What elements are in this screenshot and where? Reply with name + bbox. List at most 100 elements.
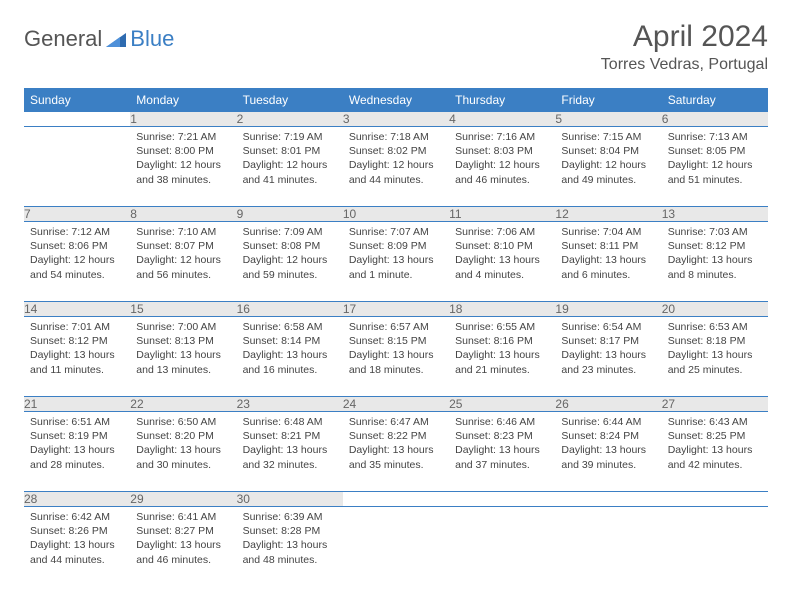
day-cell-body: Sunrise: 7:10 AMSunset: 8:07 PMDaylight:… <box>130 222 236 288</box>
sunset-line: Sunset: 8:06 PM <box>30 239 124 253</box>
sunrise-line: Sunrise: 7:07 AM <box>349 225 443 239</box>
day-cell-body: Sunrise: 6:55 AMSunset: 8:16 PMDaylight:… <box>449 317 555 383</box>
day-number: 21 <box>24 397 130 412</box>
day-number: 19 <box>555 302 661 317</box>
sunset-line: Sunset: 8:07 PM <box>136 239 230 253</box>
sunset-line: Sunset: 8:28 PM <box>243 524 337 538</box>
sunset-line: Sunset: 8:19 PM <box>30 429 124 443</box>
sunrise-line: Sunrise: 7:04 AM <box>561 225 655 239</box>
sunrise-line: Sunrise: 7:21 AM <box>136 130 230 144</box>
sunrise-line: Sunrise: 6:39 AM <box>243 510 337 524</box>
sunrise-line: Sunrise: 6:58 AM <box>243 320 337 334</box>
sunset-line: Sunset: 8:22 PM <box>349 429 443 443</box>
day-cell-body: Sunrise: 6:51 AMSunset: 8:19 PMDaylight:… <box>24 412 130 478</box>
sunset-line: Sunset: 8:23 PM <box>455 429 549 443</box>
day-cell <box>24 127 130 207</box>
daylight-line: Daylight: 12 hours and 51 minutes. <box>668 158 762 186</box>
day-number: 18 <box>449 302 555 317</box>
daylight-line: Daylight: 13 hours and 30 minutes. <box>136 443 230 471</box>
day-cell-body: Sunrise: 7:00 AMSunset: 8:13 PMDaylight:… <box>130 317 236 383</box>
day-cell-body: Sunrise: 6:41 AMSunset: 8:27 PMDaylight:… <box>130 507 236 573</box>
daylight-line: Daylight: 13 hours and 16 minutes. <box>243 348 337 376</box>
daylight-line: Daylight: 13 hours and 4 minutes. <box>455 253 549 281</box>
day-cell-body: Sunrise: 6:47 AMSunset: 8:22 PMDaylight:… <box>343 412 449 478</box>
day-cell: Sunrise: 6:51 AMSunset: 8:19 PMDaylight:… <box>24 412 130 492</box>
day-number: 4 <box>449 112 555 127</box>
day-cell: Sunrise: 7:09 AMSunset: 8:08 PMDaylight:… <box>237 222 343 302</box>
sunset-line: Sunset: 8:08 PM <box>243 239 337 253</box>
day-cell: Sunrise: 7:04 AMSunset: 8:11 PMDaylight:… <box>555 222 661 302</box>
sunrise-line: Sunrise: 7:18 AM <box>349 130 443 144</box>
daylight-line: Daylight: 12 hours and 44 minutes. <box>349 158 443 186</box>
day-number: 28 <box>24 492 130 507</box>
day-cell: Sunrise: 6:50 AMSunset: 8:20 PMDaylight:… <box>130 412 236 492</box>
day-cell-body: Sunrise: 7:12 AMSunset: 8:06 PMDaylight:… <box>24 222 130 288</box>
daylight-line: Daylight: 13 hours and 44 minutes. <box>30 538 124 566</box>
day-cell-body: Sunrise: 7:01 AMSunset: 8:12 PMDaylight:… <box>24 317 130 383</box>
sunrise-line: Sunrise: 7:10 AM <box>136 225 230 239</box>
daylight-line: Daylight: 12 hours and 46 minutes. <box>455 158 549 186</box>
sunrise-line: Sunrise: 7:13 AM <box>668 130 762 144</box>
daylight-line: Daylight: 13 hours and 18 minutes. <box>349 348 443 376</box>
daynum-row: 78910111213 <box>24 207 768 222</box>
daylight-line: Daylight: 13 hours and 6 minutes. <box>561 253 655 281</box>
day-cell: Sunrise: 7:13 AMSunset: 8:05 PMDaylight:… <box>662 127 768 207</box>
sunrise-line: Sunrise: 6:44 AM <box>561 415 655 429</box>
day-number: 2 <box>237 112 343 127</box>
day-cell: Sunrise: 6:57 AMSunset: 8:15 PMDaylight:… <box>343 317 449 397</box>
day-cell: Sunrise: 6:44 AMSunset: 8:24 PMDaylight:… <box>555 412 661 492</box>
day-cell: Sunrise: 7:15 AMSunset: 8:04 PMDaylight:… <box>555 127 661 207</box>
day-cell: Sunrise: 6:43 AMSunset: 8:25 PMDaylight:… <box>662 412 768 492</box>
sunset-line: Sunset: 8:20 PM <box>136 429 230 443</box>
day-cell-body: Sunrise: 7:15 AMSunset: 8:04 PMDaylight:… <box>555 127 661 193</box>
day-cell: Sunrise: 6:46 AMSunset: 8:23 PMDaylight:… <box>449 412 555 492</box>
day-number <box>343 492 449 507</box>
daylight-line: Daylight: 12 hours and 38 minutes. <box>136 158 230 186</box>
weekday-header: Sunday <box>24 88 130 112</box>
daynum-row: 282930 <box>24 492 768 507</box>
day-number: 16 <box>237 302 343 317</box>
day-cell-body: Sunrise: 6:54 AMSunset: 8:17 PMDaylight:… <box>555 317 661 383</box>
weekday-header: Monday <box>130 88 236 112</box>
day-cell-body: Sunrise: 7:19 AMSunset: 8:01 PMDaylight:… <box>237 127 343 193</box>
weekday-header: Thursday <box>449 88 555 112</box>
daynum-row: 14151617181920 <box>24 302 768 317</box>
sunset-line: Sunset: 8:11 PM <box>561 239 655 253</box>
sunset-line: Sunset: 8:09 PM <box>349 239 443 253</box>
day-cell-body: Sunrise: 6:42 AMSunset: 8:26 PMDaylight:… <box>24 507 130 573</box>
content-row: Sunrise: 6:42 AMSunset: 8:26 PMDaylight:… <box>24 507 768 587</box>
day-cell: Sunrise: 7:19 AMSunset: 8:01 PMDaylight:… <box>237 127 343 207</box>
sunrise-line: Sunrise: 6:55 AM <box>455 320 549 334</box>
day-number: 10 <box>343 207 449 222</box>
day-cell: Sunrise: 6:39 AMSunset: 8:28 PMDaylight:… <box>237 507 343 587</box>
content-row: Sunrise: 6:51 AMSunset: 8:19 PMDaylight:… <box>24 412 768 492</box>
sunset-line: Sunset: 8:14 PM <box>243 334 337 348</box>
daylight-line: Daylight: 13 hours and 48 minutes. <box>243 538 337 566</box>
day-cell-body: Sunrise: 7:16 AMSunset: 8:03 PMDaylight:… <box>449 127 555 193</box>
daylight-line: Daylight: 13 hours and 21 minutes. <box>455 348 549 376</box>
daylight-line: Daylight: 13 hours and 32 minutes. <box>243 443 337 471</box>
daylight-line: Daylight: 13 hours and 13 minutes. <box>136 348 230 376</box>
day-cell-body: Sunrise: 6:39 AMSunset: 8:28 PMDaylight:… <box>237 507 343 573</box>
daynum-row: 21222324252627 <box>24 397 768 412</box>
day-cell: Sunrise: 6:53 AMSunset: 8:18 PMDaylight:… <box>662 317 768 397</box>
sunset-line: Sunset: 8:10 PM <box>455 239 549 253</box>
day-number <box>555 492 661 507</box>
day-cell-body: Sunrise: 7:18 AMSunset: 8:02 PMDaylight:… <box>343 127 449 193</box>
day-cell: Sunrise: 7:10 AMSunset: 8:07 PMDaylight:… <box>130 222 236 302</box>
day-number: 14 <box>24 302 130 317</box>
day-number: 26 <box>555 397 661 412</box>
day-cell: Sunrise: 6:42 AMSunset: 8:26 PMDaylight:… <box>24 507 130 587</box>
day-number: 3 <box>343 112 449 127</box>
sunset-line: Sunset: 8:17 PM <box>561 334 655 348</box>
content-row: Sunrise: 7:21 AMSunset: 8:00 PMDaylight:… <box>24 127 768 207</box>
sunrise-line: Sunrise: 6:46 AM <box>455 415 549 429</box>
day-number: 23 <box>237 397 343 412</box>
daylight-line: Daylight: 12 hours and 59 minutes. <box>243 253 337 281</box>
day-cell-body: Sunrise: 7:07 AMSunset: 8:09 PMDaylight:… <box>343 222 449 288</box>
day-number: 27 <box>662 397 768 412</box>
day-cell-body: Sunrise: 7:09 AMSunset: 8:08 PMDaylight:… <box>237 222 343 288</box>
sunset-line: Sunset: 8:12 PM <box>668 239 762 253</box>
sunrise-line: Sunrise: 7:19 AM <box>243 130 337 144</box>
day-cell: Sunrise: 7:03 AMSunset: 8:12 PMDaylight:… <box>662 222 768 302</box>
